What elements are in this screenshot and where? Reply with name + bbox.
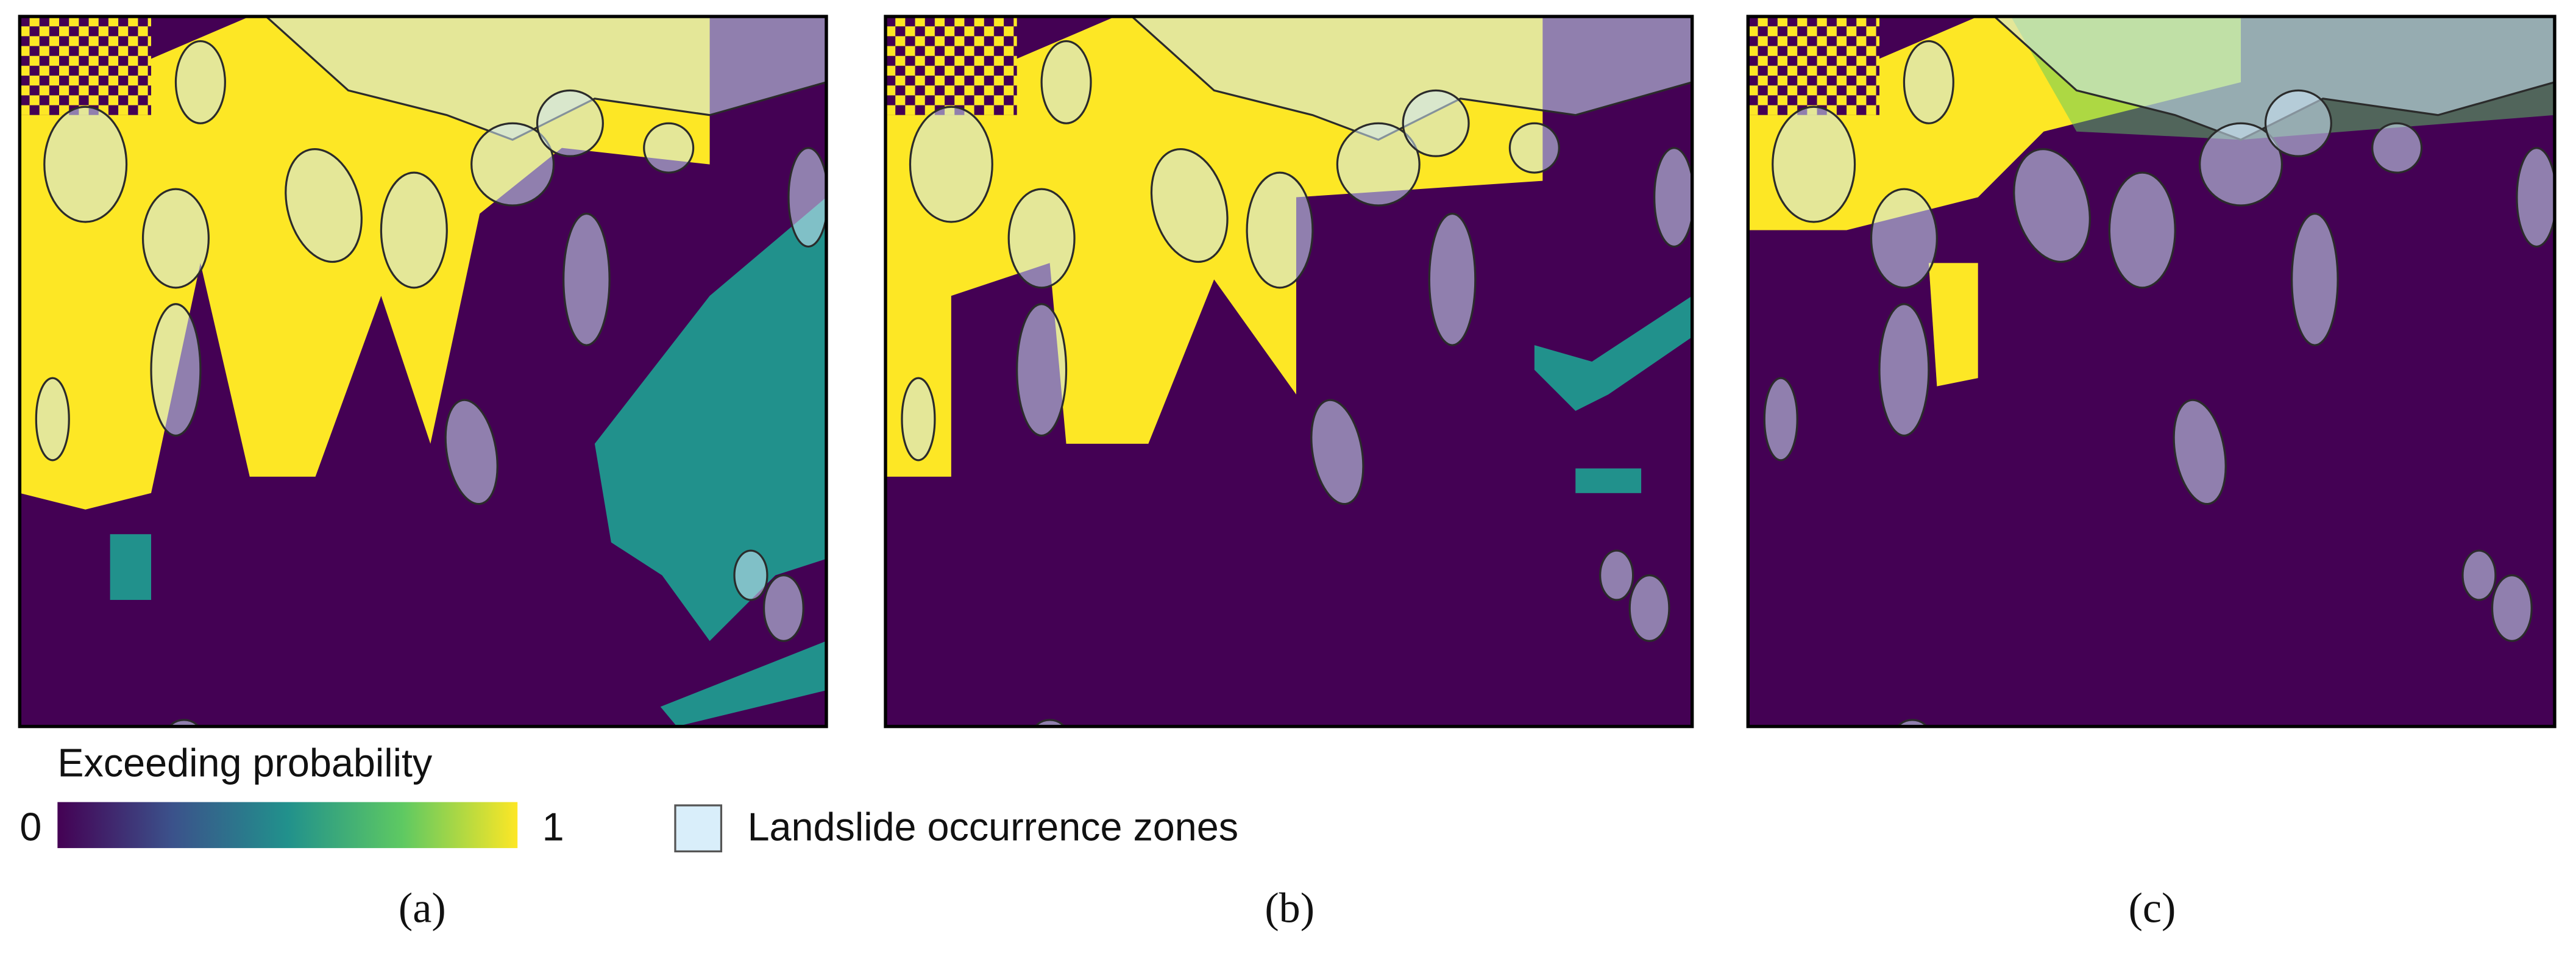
panel-label: (c) [2129, 885, 2176, 932]
legend-label: Landslide occurrence zones [748, 805, 1239, 849]
map-panel [884, 15, 1694, 729]
colorbar-tick: 0 [20, 805, 41, 849]
legend-title: Exceeding probability [57, 740, 433, 785]
legend-swatch [674, 804, 723, 853]
map-panel [18, 15, 828, 729]
panel-label: (b) [1265, 885, 1315, 932]
map-panel [1746, 15, 2556, 729]
colorbar-tick: 1 [542, 805, 564, 849]
panel-label: (a) [399, 885, 446, 932]
colorbar [57, 802, 518, 849]
